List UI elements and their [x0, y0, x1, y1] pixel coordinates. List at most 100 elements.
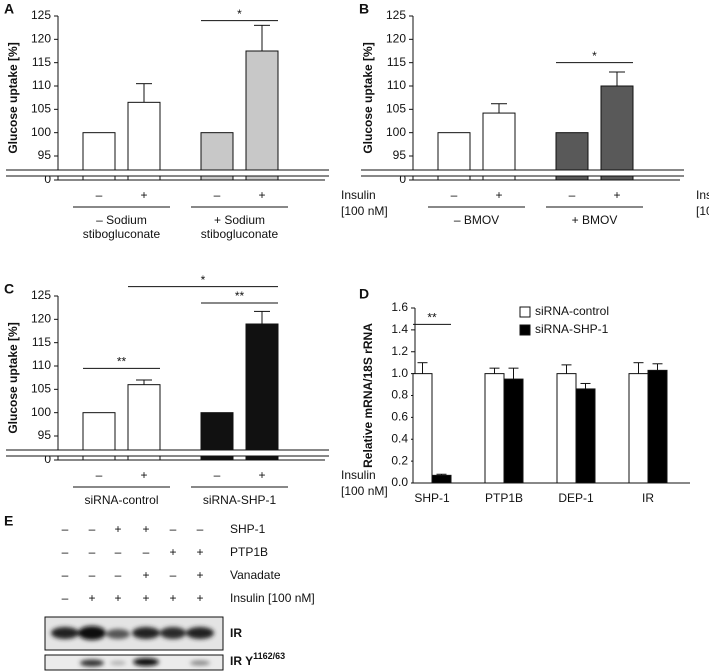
x-tick-label: –	[451, 188, 458, 202]
bar	[484, 373, 505, 484]
condition-sign: –	[89, 522, 96, 536]
condition-sign: +	[142, 522, 149, 536]
y-tick-label: 0	[44, 172, 51, 186]
band	[78, 626, 106, 640]
legend-label: siRNA-SHP-1	[535, 322, 609, 336]
y-tick-label: 125	[31, 8, 51, 22]
y-tick-label: 115	[32, 55, 51, 69]
bar	[245, 323, 279, 461]
y-tick-label: 110	[32, 358, 51, 372]
chart-panel: A Glucose uptake [%] 0 95 100 105 110 115 120 125…	[4, 1, 388, 241]
y-tick-label: 105	[31, 102, 51, 116]
group-label: – Sodium	[96, 213, 147, 227]
y-tick-label: 120	[31, 32, 51, 46]
x-tick-label: +	[140, 468, 147, 482]
y-axis-title: Glucose uptake [%]	[6, 322, 20, 433]
y-tick-label: 0.2	[391, 453, 408, 467]
bar	[600, 85, 634, 181]
axis-break-gap	[6, 450, 329, 456]
band	[110, 661, 126, 665]
y-tick-label: 125	[386, 8, 406, 22]
bar	[628, 373, 649, 484]
condition-sign: +	[114, 591, 121, 605]
y-tick-label: 115	[32, 335, 51, 349]
y-tick-label: 1.4	[391, 322, 408, 336]
x-axis-title: [100 nM]	[341, 484, 388, 498]
x-tick-label: –	[96, 188, 103, 202]
x-tick-label: –	[214, 468, 221, 482]
x-axis-title: Insulin	[341, 468, 376, 482]
y-tick-label: 95	[38, 148, 52, 162]
condition-sign: –	[89, 568, 96, 582]
condition-sign: –	[197, 522, 204, 536]
band-label-text: IR Y	[230, 654, 253, 668]
band	[190, 660, 210, 666]
y-axis-title: Relative mRNA/18S rRNA	[361, 323, 375, 468]
condition-sign: +	[169, 545, 176, 559]
ir-bands	[51, 626, 214, 640]
group-label: siRNA-SHP-1	[203, 493, 277, 507]
y-tick-label: 0.6	[391, 410, 408, 424]
y-tick-label: 110	[32, 78, 51, 92]
x-tick-label: +	[140, 188, 147, 202]
significance-label: *	[201, 273, 206, 287]
y-tick-label: 95	[393, 148, 407, 162]
y-tick-label: 0	[399, 172, 406, 186]
y-tick-label: 95	[38, 428, 52, 442]
condition-sign: –	[170, 568, 177, 582]
condition-sign: –	[143, 545, 150, 559]
bar	[647, 369, 668, 484]
y-axis-title: Glucose uptake [%]	[361, 42, 375, 153]
group-label: – BMOV	[454, 213, 499, 227]
y-tick-label: 110	[387, 78, 406, 92]
y-tick-label: 100	[31, 125, 51, 139]
y-tick-label: 0.0	[391, 475, 408, 489]
significance-label: *	[592, 49, 597, 63]
bar	[575, 388, 596, 484]
x-axis-title: Insulin	[696, 188, 709, 202]
condition-sign: +	[196, 545, 203, 559]
significance-label: *	[237, 7, 242, 21]
western-blot	[44, 616, 224, 671]
band	[186, 627, 214, 639]
condition-sign: –	[89, 545, 96, 559]
bar	[127, 101, 161, 181]
y-tick-label: 1.0	[391, 366, 408, 380]
x-axis-title: [100 nM]	[341, 204, 388, 218]
condition-sign: –	[62, 591, 69, 605]
condition-sign: +	[196, 591, 203, 605]
x-tick-label: IR	[642, 491, 654, 505]
chart-panel: D Relative mRNA/18S rRNA 0.0 0.2 0.4 0.6 0.8 1.…	[359, 286, 690, 505]
y-tick-label: 120	[31, 312, 51, 326]
significance-label: **	[427, 311, 437, 325]
x-tick-label: +	[258, 468, 265, 482]
condition-sign: +	[88, 591, 95, 605]
panel-label: E	[4, 513, 13, 529]
x-tick-label: PTP1B	[485, 491, 523, 505]
x-axis-title: [100 nM]	[696, 204, 709, 218]
y-tick-label: 120	[386, 32, 406, 46]
blot-panel: E – – + + – – SHP-1 – – – – + + PTP1B – – – + – + Vanadate – + +…	[4, 513, 315, 668]
band	[106, 629, 130, 639]
condition-label: Insulin [100 nM]	[230, 591, 315, 605]
bar	[245, 50, 279, 181]
y-tick-label: 105	[31, 382, 51, 396]
y-tick-label: 105	[386, 102, 406, 116]
condition-sign: +	[142, 591, 149, 605]
band	[80, 659, 104, 667]
significance-label: **	[235, 289, 245, 303]
condition-sign: –	[115, 545, 122, 559]
y-tick-label: 125	[31, 288, 51, 302]
panel-label: C	[4, 281, 14, 297]
bar	[431, 474, 452, 484]
condition-sign: –	[62, 522, 69, 536]
condition-sign: +	[169, 591, 176, 605]
band-label-sup: 1162/63	[253, 651, 285, 661]
y-tick-label: 115	[387, 55, 406, 69]
x-tick-label: DEP-1	[558, 491, 594, 505]
group-label: stibogluconate	[201, 227, 279, 241]
y-tick-label: 100	[386, 125, 406, 139]
y-tick-label: 100	[31, 405, 51, 419]
x-tick-label: +	[495, 188, 502, 202]
